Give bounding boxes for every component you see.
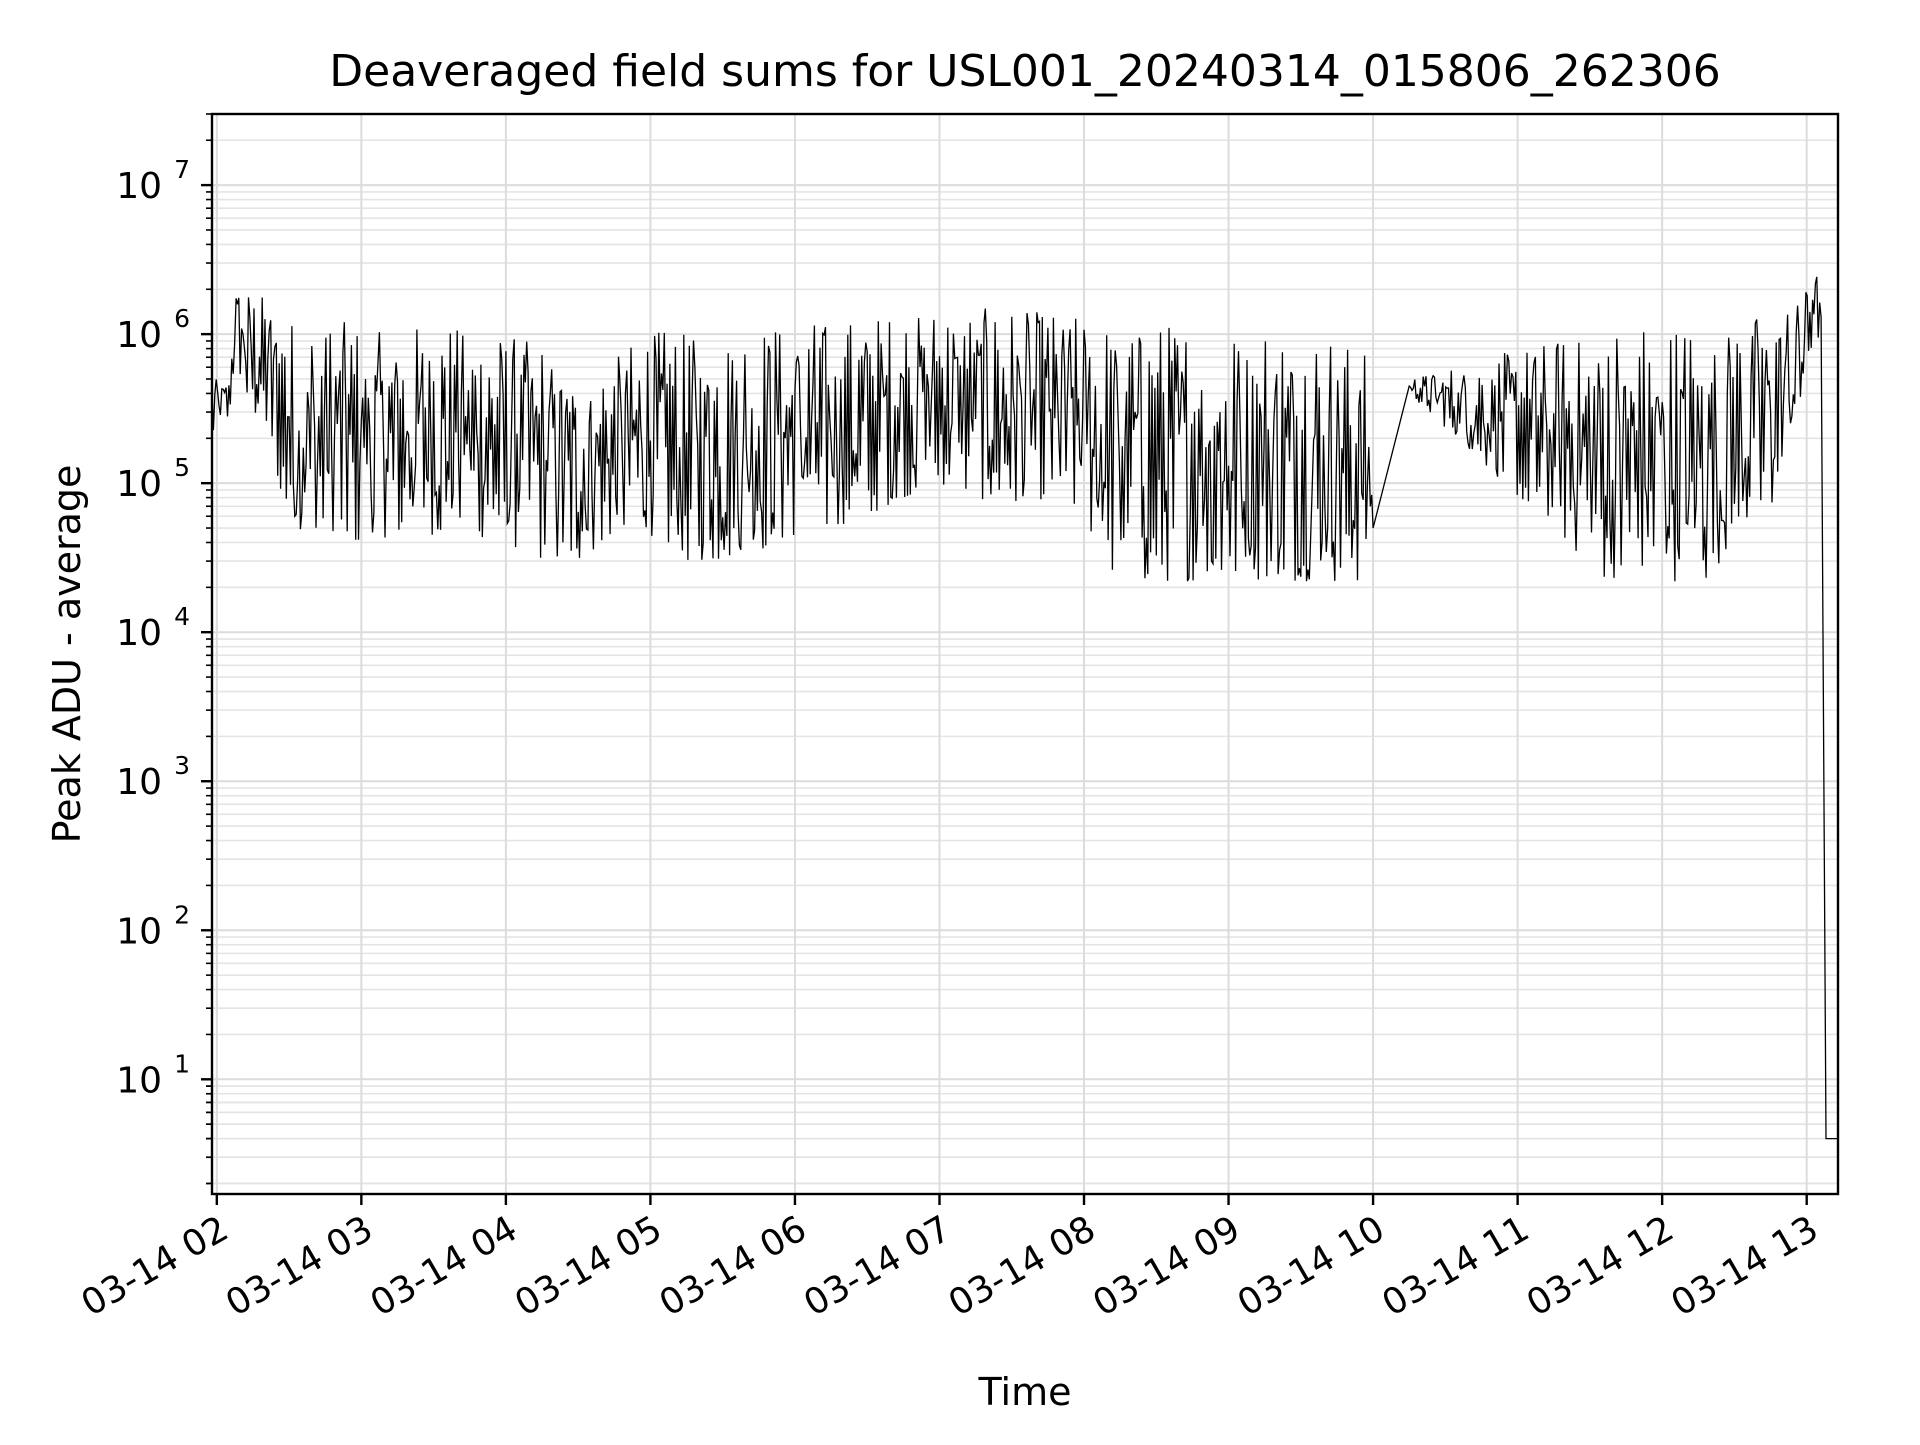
y-tick-exponent: 5 — [174, 453, 190, 482]
x-axis-label: Time — [978, 1370, 1072, 1414]
chart-title: Deaveraged field sums for USL001_2024031… — [329, 46, 1721, 97]
y-axis-label: Peak ADU - average — [45, 465, 89, 844]
y-axis: 10 1 10 2 10 3 10 4 10 5 10 6 10 7 — [116, 113, 212, 1185]
y-tick-label: 10 — [116, 166, 162, 207]
x-tick-label: 03-14 13 — [1665, 1208, 1826, 1324]
x-tick-label: 03-14 11 — [1375, 1208, 1536, 1324]
grid — [212, 113, 1838, 1194]
y-tick-exponent: 6 — [174, 304, 190, 333]
data-series — [211, 276, 1838, 1140]
y-tick-label: 10 — [116, 1060, 162, 1101]
y-tick-exponent: 7 — [174, 155, 190, 184]
x-tick-label: 03-14 04 — [364, 1208, 525, 1324]
series-line — [211, 276, 1838, 1140]
y-tick-label: 10 — [116, 911, 162, 952]
y-tick-label: 10 — [116, 762, 162, 803]
plot-frame — [210, 112, 1840, 1196]
y-tick-exponent: 1 — [174, 1049, 190, 1078]
x-tick-label: 03-14 05 — [508, 1208, 669, 1324]
x-tick-label: 03-14 08 — [942, 1208, 1103, 1324]
y-tick-exponent: 4 — [174, 602, 190, 631]
x-tick-label: 03-14 12 — [1520, 1208, 1681, 1324]
y-tick-label: 10 — [116, 613, 162, 654]
y-tick-exponent: 2 — [174, 900, 190, 929]
y-tick-exponent: 3 — [174, 751, 190, 780]
x-tick-label: 03-14 02 — [75, 1208, 236, 1324]
y-tick-label: 10 — [116, 315, 162, 356]
x-tick-label: 03-14 09 — [1086, 1208, 1247, 1324]
x-tick-label: 03-14 06 — [653, 1208, 814, 1324]
x-tick-label: 03-14 07 — [797, 1208, 958, 1324]
x-tick-label: 03-14 10 — [1231, 1208, 1392, 1324]
x-tick-label: 03-14 03 — [219, 1208, 380, 1324]
y-tick-label: 10 — [116, 464, 162, 505]
